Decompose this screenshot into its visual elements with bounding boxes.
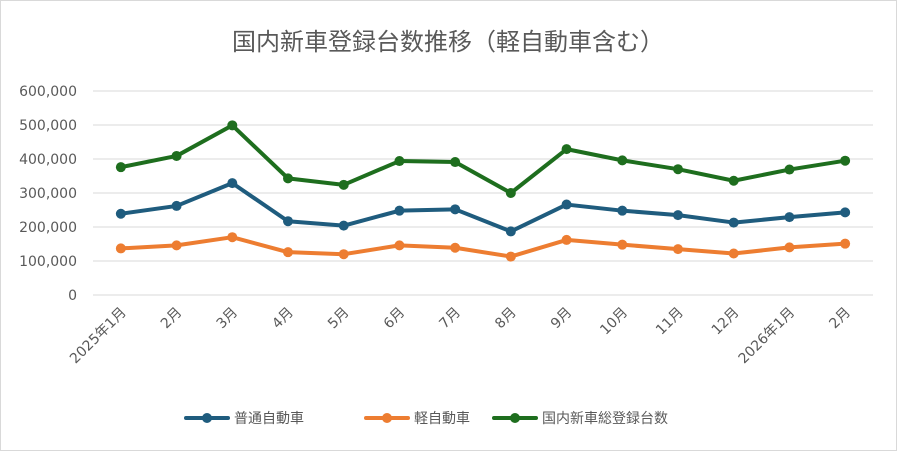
legend-label: 軽自動車 bbox=[414, 410, 470, 427]
data-point bbox=[227, 232, 238, 243]
series-line bbox=[118, 181, 848, 234]
data-point bbox=[617, 155, 628, 166]
legend-marker bbox=[202, 413, 212, 423]
data-point bbox=[227, 120, 238, 131]
y-tick-label: 0 bbox=[68, 288, 77, 304]
data-point bbox=[728, 248, 739, 259]
data-point bbox=[283, 173, 293, 184]
data-point bbox=[505, 226, 516, 237]
data-point bbox=[784, 212, 795, 223]
data-point bbox=[617, 239, 628, 250]
x-tick-label: 2月 bbox=[158, 305, 186, 333]
data-point bbox=[673, 244, 683, 255]
series-1 bbox=[115, 232, 851, 262]
y-axis-ticks: 0 100,000 200,000 300,000 400,000 500,000 600,… bbox=[19, 84, 77, 304]
data-point bbox=[171, 150, 182, 161]
data-point bbox=[450, 204, 461, 215]
data-point bbox=[561, 199, 572, 210]
x-tick-label: 9月 bbox=[548, 305, 576, 333]
data-point bbox=[283, 247, 293, 258]
series-0 bbox=[115, 178, 851, 237]
data-point bbox=[840, 155, 851, 166]
data-point bbox=[394, 205, 405, 216]
y-tick-label: 100,000 bbox=[19, 254, 77, 270]
data-point bbox=[561, 144, 572, 155]
series-line bbox=[118, 123, 848, 195]
x-tick-label: 2月 bbox=[826, 305, 854, 333]
data-point bbox=[450, 157, 461, 168]
data-point bbox=[115, 243, 126, 254]
data-point bbox=[171, 240, 182, 251]
y-tick-label: 200,000 bbox=[19, 220, 77, 236]
data-point bbox=[115, 208, 126, 219]
series-lines bbox=[115, 120, 851, 262]
data-point bbox=[450, 242, 461, 253]
x-tick-label: 3月 bbox=[214, 305, 242, 333]
x-tick-label: 6月 bbox=[381, 305, 409, 333]
data-point bbox=[227, 178, 238, 189]
data-point bbox=[505, 188, 516, 198]
data-point bbox=[673, 210, 683, 221]
legend-item: 軽自動車 bbox=[364, 410, 470, 427]
x-tick-label: 2025年1月 bbox=[67, 305, 130, 368]
y-tick-label: 300,000 bbox=[19, 186, 77, 202]
data-point bbox=[338, 220, 349, 231]
data-point bbox=[561, 234, 572, 245]
data-point bbox=[840, 238, 851, 249]
x-tick-label: 4月 bbox=[269, 305, 297, 333]
y-tick-label: 600,000 bbox=[19, 84, 77, 100]
y-tick-label: 500,000 bbox=[19, 118, 77, 134]
legend-marker bbox=[510, 413, 520, 423]
data-point bbox=[784, 164, 795, 175]
legend-marker bbox=[382, 413, 392, 423]
data-point bbox=[338, 249, 349, 260]
chart-title: 国内新車登録台数推移（軽自動車含む） bbox=[232, 28, 664, 56]
x-tick-label: 2026年1月 bbox=[736, 305, 799, 368]
data-point bbox=[394, 156, 405, 167]
data-point bbox=[784, 242, 795, 253]
data-point bbox=[338, 179, 349, 190]
legend-label: 普通自動車 bbox=[234, 410, 304, 427]
legend-item: 国内新車総登録台数 bbox=[492, 410, 668, 427]
series-line bbox=[118, 235, 848, 259]
data-point bbox=[673, 164, 683, 175]
x-tick-label: 10月 bbox=[597, 305, 631, 339]
legend: 普通自動車 軽自動車 国内新車総登録台数 bbox=[184, 410, 668, 427]
x-tick-label: 7月 bbox=[436, 305, 464, 333]
legend-label: 国内新車総登録台数 bbox=[542, 410, 668, 427]
data-point bbox=[283, 216, 293, 227]
data-point bbox=[171, 200, 182, 211]
legend-item: 普通自動車 bbox=[184, 410, 304, 427]
x-tick-label: 8月 bbox=[492, 305, 520, 333]
data-point bbox=[505, 251, 516, 262]
x-tick-label: 5月 bbox=[325, 305, 353, 333]
series-2 bbox=[115, 120, 851, 198]
x-tick-label: 11月 bbox=[653, 305, 687, 339]
x-tick-label: 12月 bbox=[709, 305, 743, 339]
data-point bbox=[728, 217, 739, 228]
data-point bbox=[115, 162, 126, 173]
data-point bbox=[728, 175, 739, 186]
gridlines bbox=[93, 90, 873, 296]
data-point bbox=[394, 240, 405, 251]
data-point bbox=[840, 207, 851, 218]
y-tick-label: 400,000 bbox=[19, 152, 77, 168]
data-point bbox=[617, 205, 628, 216]
